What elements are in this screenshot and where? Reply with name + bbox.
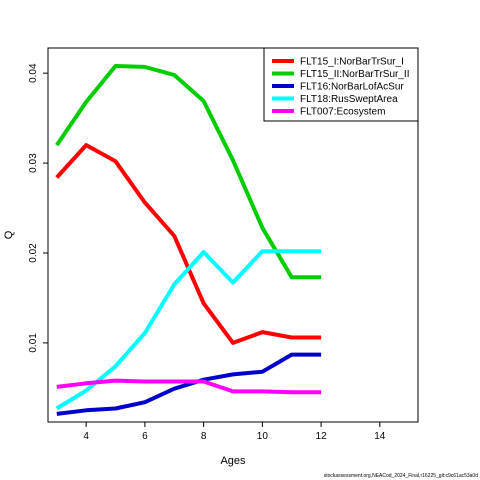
series-line-5 xyxy=(56,378,322,395)
y-tick-label: 0.01 xyxy=(28,333,39,353)
y-axis: 0.01 0.02 0.03 0.04 xyxy=(28,63,48,353)
x-axis: 4 6 8 10 12 14 xyxy=(83,422,386,442)
series-lines xyxy=(55,64,322,416)
x-tick-label: 4 xyxy=(83,431,89,442)
legend-label-2: FLT15_II:NorBarTrSur_II xyxy=(300,69,409,80)
legend-label-1: FLT15_I:NorBarTrSur_I xyxy=(300,57,404,68)
series-line-3 xyxy=(56,352,322,416)
legend-label-4: FLT18:RusSweptArea xyxy=(300,94,398,105)
y-tick-label: 0.02 xyxy=(28,243,39,263)
footer-credit: stockassessment.org,NEACod_2024_Final,r1… xyxy=(324,473,478,479)
x-tick-label: 6 xyxy=(142,431,148,442)
x-tick-label: 14 xyxy=(374,431,386,442)
legend: FLT15_I:NorBarTrSur_IFLT15_II:NorBarTrSu… xyxy=(263,47,419,122)
x-tick-label: 8 xyxy=(201,431,207,442)
series-line-4 xyxy=(55,249,322,411)
legend-label-3: FLT16:NorBarLofAcSur xyxy=(300,82,404,93)
x-tick-label: 12 xyxy=(316,431,328,442)
legend-label-5: FLT007:Ecosystem xyxy=(300,107,385,118)
y-tick-label: 0.03 xyxy=(28,153,39,173)
x-tick-label: 10 xyxy=(257,431,269,442)
x-axis-title: Ages xyxy=(220,455,246,467)
y-axis-title: Q xyxy=(3,230,15,239)
y-tick-label: 0.04 xyxy=(28,63,39,83)
plot-frame xyxy=(47,47,419,423)
